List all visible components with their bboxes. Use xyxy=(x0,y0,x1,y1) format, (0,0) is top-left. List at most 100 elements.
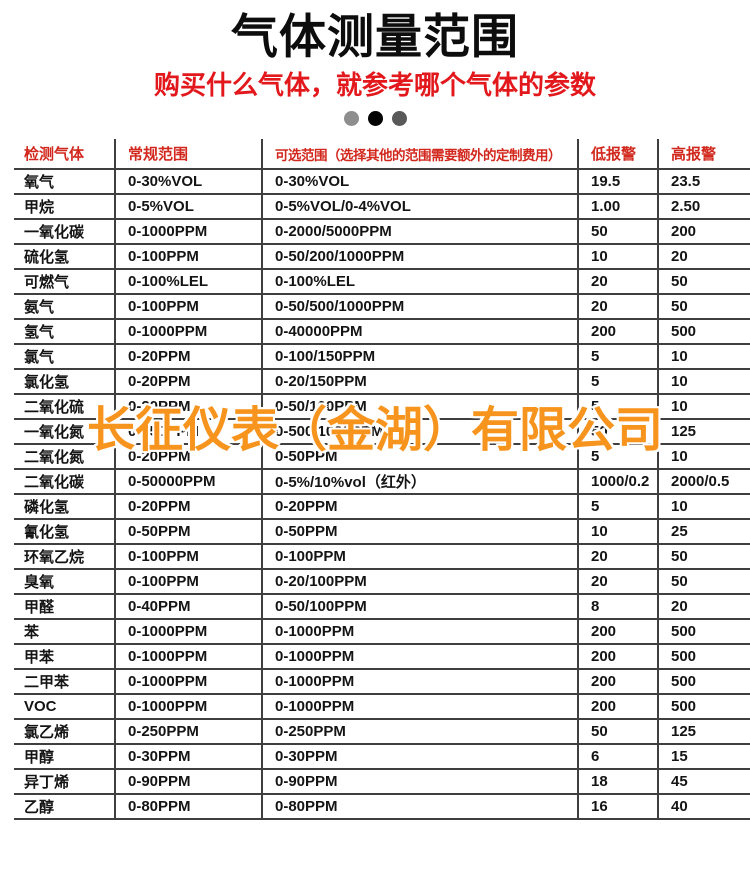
table-cell-high: 50 xyxy=(658,294,750,320)
table-cell-high: 2.50 xyxy=(658,194,750,220)
table-cell-gas: 氨气 xyxy=(14,294,116,320)
table-cell-gas: 氰化氢 xyxy=(14,519,116,545)
table-cell-optional: 0-100PPM xyxy=(262,544,579,570)
table-cell-high: 10 xyxy=(658,494,750,520)
table-cell-normal: 0-1000PPM xyxy=(115,669,263,695)
table-cell-low: 8 xyxy=(578,594,659,620)
table-row: 二氧化氮 0-20PPM 0-50PPM 5 10 xyxy=(14,444,750,470)
table-cell-high: 50 xyxy=(658,269,750,295)
table-row: 氯乙烯 0-250PPM 0-250PPM 50 125 xyxy=(14,719,750,745)
table-cell-high: 500 xyxy=(658,619,750,645)
table-cell-gas: 氯气 xyxy=(14,344,116,370)
table-cell-low: 20 xyxy=(578,269,659,295)
gas-range-table: 检测气体 常规范围 可选范围（选择其他的范围需要额外的定制费用） 低报警 高报警 氧气 0… xyxy=(14,139,750,820)
table-cell-high: 50 xyxy=(658,544,750,570)
table-cell-high: 125 xyxy=(658,419,750,445)
carousel-dot-icon xyxy=(343,110,359,126)
table-cell-gas: 氧气 xyxy=(14,169,116,195)
table-cell-low: 5 xyxy=(578,369,659,395)
table-cell-low: 16 xyxy=(578,794,659,820)
column-header: 检测气体 xyxy=(14,139,116,170)
column-header: 可选范围（选择其他的范围需要额外的定制费用） xyxy=(262,139,579,170)
table-cell-low: 200 xyxy=(578,319,659,345)
table-cell-low: 200 xyxy=(578,619,659,645)
carousel-dot-icon xyxy=(367,110,383,126)
table-row: 氢气 0-1000PPM 0-40000PPM 200 500 xyxy=(14,319,750,345)
table-cell-high: 10 xyxy=(658,394,750,420)
table-cell-normal: 0-100PPM xyxy=(115,544,263,570)
table-row: 苯 0-1000PPM 0-1000PPM 200 500 xyxy=(14,619,750,645)
table-cell-high: 125 xyxy=(658,719,750,745)
table-cell-optional: 0-50/200/1000PPM xyxy=(262,244,579,270)
table-cell-high: 23.5 xyxy=(658,169,750,195)
table-cell-high: 10 xyxy=(658,369,750,395)
table-cell-gas: 乙醇 xyxy=(14,794,116,820)
table-row: 臭氧 0-100PPM 0-20/100PPM 20 50 xyxy=(14,569,750,595)
table-cell-optional: 0-1000PPM xyxy=(262,694,579,720)
table-cell-normal: 0-100PPM xyxy=(115,569,263,595)
table-cell-gas: 可燃气 xyxy=(14,269,116,295)
table-cell-gas: 氯化氢 xyxy=(14,369,116,395)
column-header: 高报警 xyxy=(658,139,750,170)
table-cell-normal: 0-5%VOL xyxy=(115,194,263,220)
table-cell-optional: 0-20/150PPM xyxy=(262,369,579,395)
table-row: 可燃气 0-100%LEL 0-100%LEL 20 50 xyxy=(14,269,750,295)
table-cell-normal: 0-20PPM xyxy=(115,394,263,420)
table-cell-gas: VOC xyxy=(14,694,116,720)
table-cell-gas: 氢气 xyxy=(14,319,116,345)
table-cell-normal: 0-20PPM xyxy=(115,444,263,470)
table-cell-normal: 0-250PPM xyxy=(115,419,263,445)
table-cell-optional: 0-100/150PPM xyxy=(262,344,579,370)
table-row: 磷化氢 0-20PPM 0-20PPM 5 10 xyxy=(14,494,750,520)
table-cell-low: 200 xyxy=(578,669,659,695)
table-cell-optional: 0-1000PPM xyxy=(262,619,579,645)
table-cell-normal: 0-250PPM xyxy=(115,719,263,745)
table-cell-normal: 0-100PPM xyxy=(115,244,263,270)
table-cell-high: 45 xyxy=(658,769,750,795)
table-row: 一氧化氮 0-250PPM 0-500/1000PPM 50 125 xyxy=(14,419,750,445)
page-title: 气体测量范围 xyxy=(231,10,519,63)
table-cell-optional: 0-50PPM xyxy=(262,444,579,470)
table-cell-high: 500 xyxy=(658,319,750,345)
table-cell-low: 200 xyxy=(578,644,659,670)
table-cell-optional: 0-500/1000PPM xyxy=(262,419,579,445)
table-cell-high: 500 xyxy=(658,669,750,695)
table-cell-low: 200 xyxy=(578,694,659,720)
table-row: 甲醛 0-40PPM 0-50/100PPM 8 20 xyxy=(14,594,750,620)
table-cell-low: 5 xyxy=(578,444,659,470)
table-cell-normal: 0-50PPM xyxy=(115,519,263,545)
table-cell-low: 10 xyxy=(578,244,659,270)
table-cell-low: 50 xyxy=(578,719,659,745)
table-cell-gas: 甲苯 xyxy=(14,644,116,670)
table-row: 氯化氢 0-20PPM 0-20/150PPM 5 10 xyxy=(14,369,750,395)
table-row: 硫化氢 0-100PPM 0-50/200/1000PPM 10 20 xyxy=(14,244,750,270)
table-row: 氯气 0-20PPM 0-100/150PPM 5 10 xyxy=(14,344,750,370)
table-row: 二氧化硫 0-20PPM 0-50/100PPM 5 10 xyxy=(14,394,750,420)
table-cell-low: 1.00 xyxy=(578,194,659,220)
table-row: 甲苯 0-1000PPM 0-1000PPM 200 500 xyxy=(14,644,750,670)
table-cell-gas: 苯 xyxy=(14,619,116,645)
table-row: 二氧化碳 0-50000PPM 0-5%/10%vol（红外） 1000/0.2 200… xyxy=(14,469,750,495)
table-cell-high: 200 xyxy=(658,219,750,245)
table-cell-optional: 0-1000PPM xyxy=(262,644,579,670)
table-cell-high: 10 xyxy=(658,444,750,470)
table-cell-low: 50 xyxy=(578,419,659,445)
table-cell-low: 50 xyxy=(578,219,659,245)
table-cell-optional: 0-250PPM xyxy=(262,719,579,745)
table-cell-gas: 甲烷 xyxy=(14,194,116,220)
table-cell-normal: 0-1000PPM xyxy=(115,644,263,670)
table-cell-normal: 0-100PPM xyxy=(115,294,263,320)
table-cell-gas: 氯乙烯 xyxy=(14,719,116,745)
table-cell-gas: 环氧乙烷 xyxy=(14,544,116,570)
table-row: 甲烷 0-5%VOL 0-5%VOL/0-4%VOL 1.00 2.50 xyxy=(14,194,750,220)
table-cell-low: 1000/0.2 xyxy=(578,469,659,495)
table-cell-gas: 异丁烯 xyxy=(14,769,116,795)
table-cell-optional: 0-50/500/1000PPM xyxy=(262,294,579,320)
table-header-row: 检测气体 常规范围 可选范围（选择其他的范围需要额外的定制费用） 低报警 高报警 xyxy=(14,139,750,170)
table-cell-optional: 0-30%VOL xyxy=(262,169,579,195)
table-cell-optional: 0-50/100PPM xyxy=(262,394,579,420)
table-row: 异丁烯 0-90PPM 0-90PPM 18 45 xyxy=(14,769,750,795)
table-cell-low: 10 xyxy=(578,519,659,545)
table-cell-low: 5 xyxy=(578,394,659,420)
